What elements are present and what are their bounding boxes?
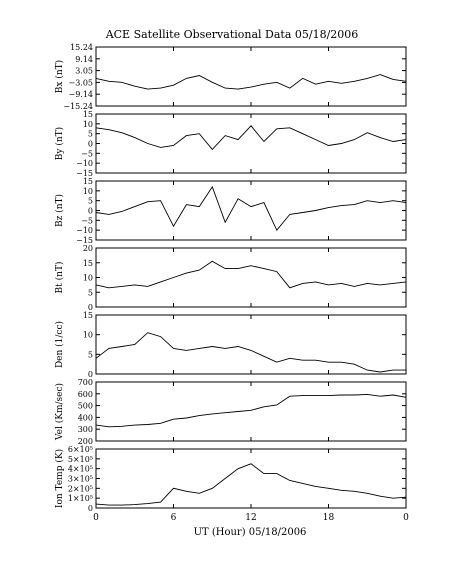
panel-1: −15.24 −9.14 −3.05 3.05 9.14 15.24 Bx (nT) [54, 43, 407, 111]
y-tick-label: −3.05 [68, 78, 93, 87]
y-tick-label: 15 [83, 259, 93, 268]
y-tick-label: 15 [83, 177, 93, 186]
y-tick-label: 0 [88, 303, 93, 312]
panel-frame [95, 247, 407, 308]
y-tick-label: 1×10⁵ [68, 494, 93, 503]
panel-6: 200 300 400 500 600 700 Vel (Km/sec) [54, 378, 407, 446]
panel-frame [95, 314, 407, 375]
y-axis-label: Bz (nT) [54, 194, 65, 227]
y-tick-label: 0 [88, 504, 93, 513]
chart-title: ACE Satellite Observational Data 05/18/2… [105, 28, 359, 41]
y-tick-label: 500 [78, 402, 93, 411]
y-tick-label: 6×10⁵ [68, 445, 93, 454]
y-tick-label: 5×10⁵ [68, 455, 93, 464]
y-tick-label: 0 [88, 140, 93, 149]
y-tick-label: 10 [83, 331, 93, 340]
y-tick-label: −5 [81, 216, 93, 225]
series-line [95, 185, 407, 232]
y-tick-label: 2×10⁵ [68, 484, 93, 493]
panel-frame [95, 448, 407, 509]
series-line [95, 74, 407, 90]
y-tick-label: −15.24 [63, 102, 93, 111]
y-tick-label: 10 [83, 187, 93, 196]
x-tick-label: 0 [93, 513, 99, 523]
y-tick-label: 0 [88, 207, 93, 216]
x-axis: 0 6 12 18 0 [93, 513, 409, 523]
y-axis-label: Ion Temp (K) [54, 449, 65, 508]
y-tick-label: 5 [88, 197, 93, 206]
x-tick-label: 18 [323, 513, 335, 523]
y-tick-label: 5 [88, 130, 93, 139]
y-tick-label: −10 [76, 226, 93, 235]
series-line [95, 125, 407, 151]
x-tick-label: 12 [245, 513, 256, 523]
y-axis-label: Bt (nT) [54, 262, 65, 294]
y-tick-label: 10 [83, 120, 93, 129]
y-tick-label: 9.14 [75, 55, 93, 64]
y-tick-label: 10 [83, 274, 93, 283]
y-tick-label: 20 [83, 244, 93, 253]
y-tick-label: 300 [78, 425, 93, 434]
series-line [95, 393, 407, 428]
y-tick-label: 5 [88, 350, 93, 359]
panel-frame [95, 381, 407, 442]
y-tick-label: −9.14 [68, 90, 93, 99]
y-tick-label: −10 [76, 159, 93, 168]
series-line [95, 463, 407, 506]
series-line [95, 332, 406, 373]
y-tick-label: 15 [83, 311, 93, 320]
y-tick-label: 700 [78, 378, 93, 387]
y-tick-label: 0 [88, 370, 93, 379]
y-tick-label: 200 [78, 437, 93, 446]
y-tick-label: 15 [83, 110, 93, 119]
y-axis-label: Den (1/cc) [54, 321, 65, 368]
y-tick-label: 400 [78, 413, 93, 422]
y-axis-label: Vel (Km/sec) [54, 383, 65, 441]
panel-5: 0 5 10 15 Den (1/cc) [54, 311, 407, 379]
y-tick-label: 600 [78, 390, 93, 399]
y-tick-label: −15 [76, 236, 93, 245]
panel-frame [95, 113, 407, 174]
y-tick-label: −15 [76, 169, 93, 178]
y-axis-label: Bx (nT) [54, 60, 65, 93]
x-axis-label: UT (Hour) 05/18/2006 [194, 527, 307, 538]
y-tick-label: 15.24 [70, 43, 93, 52]
series-line [95, 260, 407, 289]
y-tick-label: 5 [88, 288, 93, 297]
y-tick-label: 4×10⁵ [68, 465, 93, 474]
x-tick-label: 0 [403, 513, 409, 523]
y-tick-label: −5 [81, 149, 93, 158]
y-tick-label: 3×10⁵ [68, 475, 93, 484]
y-tick-label: 3.05 [75, 67, 93, 76]
panel-frame [95, 46, 407, 107]
panel-4: 0 5 10 15 20 Bt (nT) [54, 244, 407, 312]
y-axis-label: By (nT) [54, 127, 65, 160]
panel-frame [95, 180, 407, 241]
x-tick-label: 6 [171, 513, 177, 523]
